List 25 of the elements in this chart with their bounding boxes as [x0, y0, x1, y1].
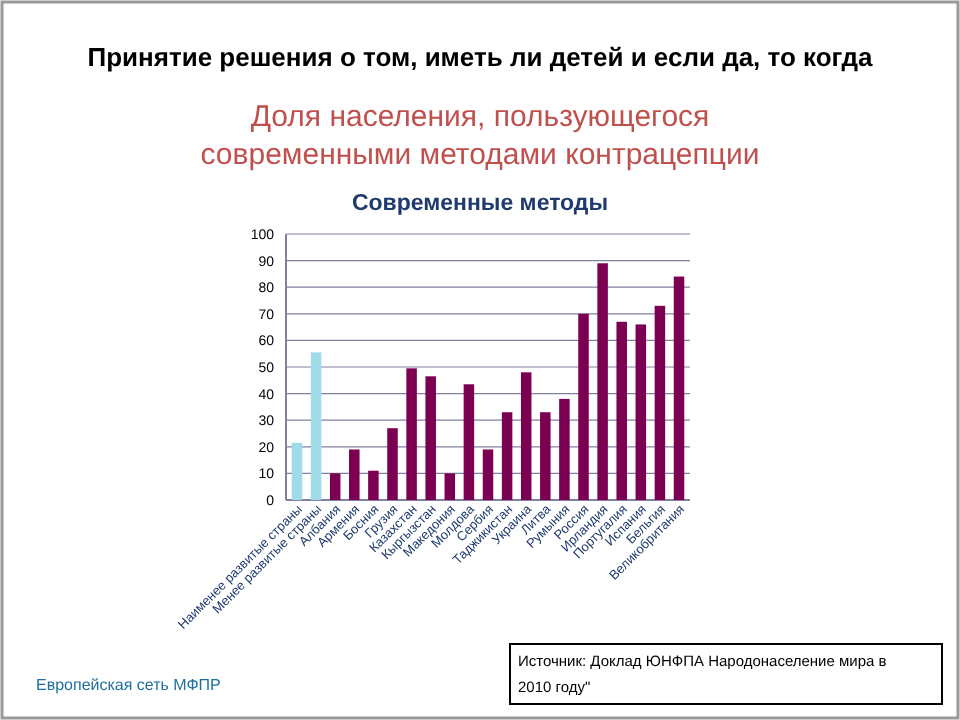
- bar: [559, 398, 570, 500]
- bar: [597, 263, 608, 500]
- bar: [635, 324, 647, 500]
- bar: [578, 313, 589, 500]
- bar: [540, 412, 551, 500]
- bar: [368, 470, 379, 500]
- bar: [444, 473, 456, 500]
- bar: [673, 276, 685, 500]
- bar: [387, 428, 398, 500]
- bar: [291, 442, 303, 500]
- bar: [520, 372, 532, 500]
- bar: [463, 384, 475, 500]
- bar: [654, 305, 666, 500]
- bar: [616, 321, 627, 500]
- chart-title: Принятие решения о том, иметь ли детей и если да, то когда: [87, 42, 874, 72]
- chart-subtitle: Доля населения, пользующегося современными методами контрацепции: [200, 100, 760, 172]
- text: Современные методы: [351, 192, 609, 216]
- bar: [501, 412, 513, 500]
- bar: [482, 449, 494, 500]
- bar: [406, 368, 417, 500]
- bar: [329, 473, 341, 500]
- bar: [349, 449, 360, 500]
- bar: [310, 352, 322, 500]
- text: Европейская сеть МФПР: [36, 676, 221, 694]
- bar: [425, 376, 436, 500]
